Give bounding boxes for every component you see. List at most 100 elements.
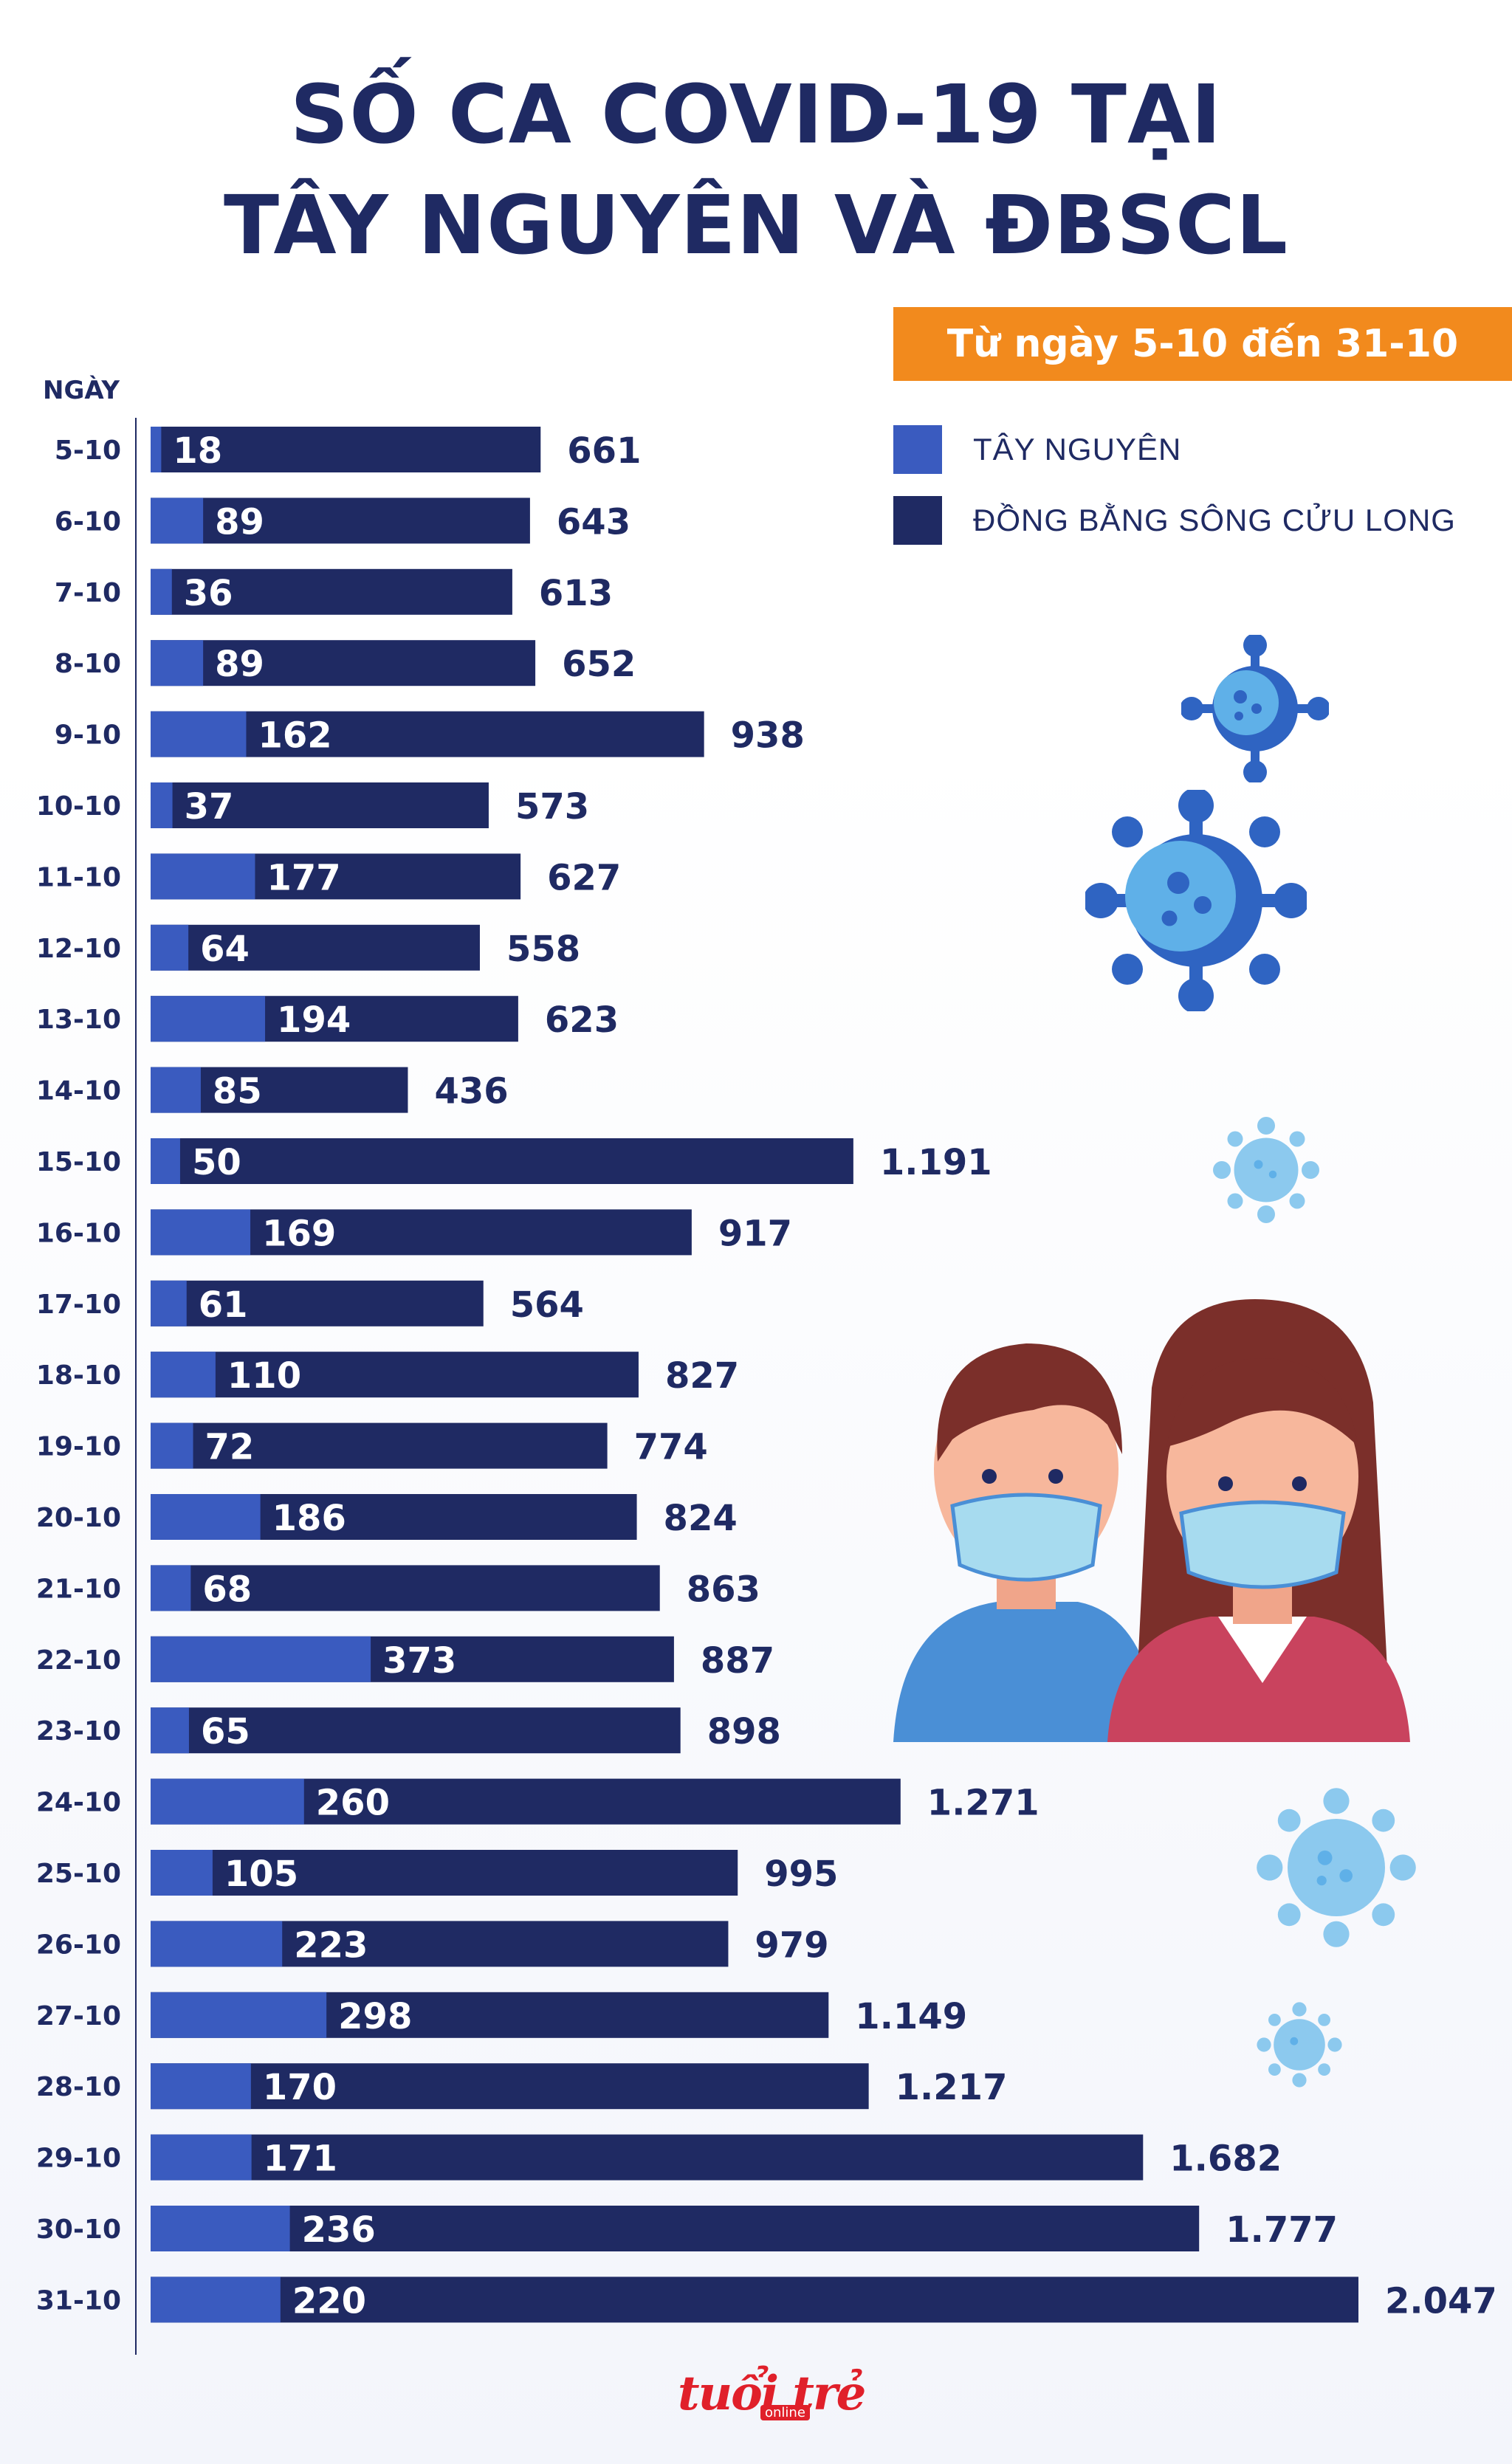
- masked-people-illustration: [893, 1299, 1410, 1742]
- legend-label-dbscl: ĐỒNG BẰNG SÔNG CỬU LONG: [973, 503, 1456, 537]
- data-label-tay-nguyen: 236: [302, 2209, 376, 2251]
- data-label-tay-nguyen: 85: [213, 1071, 262, 1112]
- data-label-dbscl: 652: [562, 644, 636, 685]
- bar-tay-nguyen: [151, 2134, 252, 2181]
- data-label-tay-nguyen: 298: [338, 1996, 412, 2037]
- data-label-tay-nguyen: 50: [192, 1142, 241, 1183]
- category-label: 7-10: [55, 578, 121, 608]
- category-label: 14-10: [36, 1076, 121, 1107]
- category-label: 6-10: [55, 506, 121, 537]
- bar-tay-nguyen: [151, 568, 172, 615]
- bar-dbscl: [151, 2134, 1144, 2181]
- data-label-tay-nguyen: 89: [215, 501, 264, 543]
- bar-tay-nguyen: [151, 1636, 371, 1682]
- data-label-dbscl: 917: [718, 1213, 792, 1254]
- bar-dbscl: [151, 1138, 853, 1184]
- bar-dbscl: [151, 1422, 608, 1469]
- data-label-dbscl: 2.047: [1385, 2280, 1497, 2322]
- category-label: 31-10: [36, 2285, 121, 2316]
- data-label-tay-nguyen: 64: [200, 929, 250, 970]
- category-label: 23-10: [36, 1716, 121, 1747]
- bar-tay-nguyen: [151, 2277, 281, 2323]
- bar-tay-nguyen: [151, 924, 189, 971]
- bar-tay-nguyen: [151, 1138, 180, 1184]
- bar-dbscl: [151, 782, 489, 828]
- data-label-dbscl: 979: [755, 1924, 828, 1966]
- bar-tay-nguyen: [151, 1850, 213, 1896]
- bar-tay-nguyen: [151, 1707, 189, 1754]
- category-label: 15-10: [36, 1147, 121, 1177]
- data-label-tay-nguyen: 110: [227, 1355, 301, 1397]
- bar-tay-nguyen: [151, 1778, 304, 1825]
- data-label-dbscl: 863: [687, 1569, 760, 1610]
- data-label-tay-nguyen: 37: [185, 786, 234, 827]
- bar-tay-nguyen: [151, 1921, 283, 1967]
- data-label-tay-nguyen: 169: [262, 1213, 336, 1254]
- chart-title-line-2: TÂY NGUYÊN VÀ ĐBSCL: [223, 178, 1289, 272]
- bar-dbscl: [151, 640, 536, 686]
- legend-item-tay-nguyen: TÂY NGUYÊN: [893, 425, 1181, 474]
- bar-dbscl: [151, 498, 530, 544]
- data-label-dbscl: 827: [665, 1355, 739, 1397]
- data-label-dbscl: 643: [557, 501, 630, 543]
- data-label-dbscl: 613: [539, 573, 613, 614]
- bar-tay-nguyen: [151, 1422, 193, 1469]
- data-label-dbscl: 774: [634, 1427, 708, 1468]
- data-label-dbscl: 1.682: [1169, 2138, 1282, 2180]
- bar-dbscl: [151, 1707, 681, 1754]
- legend-item-dbscl: ĐỒNG BẰNG SÔNG CỬU LONG: [893, 496, 1456, 545]
- bar-tay-nguyen: [151, 1067, 201, 1113]
- category-label: 22-10: [36, 1645, 121, 1676]
- data-label-tay-nguyen: 18: [173, 430, 222, 472]
- category-label: 5-10: [55, 436, 121, 466]
- data-label-dbscl: 898: [707, 1711, 781, 1752]
- bar-dbscl: [151, 568, 512, 615]
- data-label-tay-nguyen: 171: [264, 2138, 337, 2180]
- bar-tay-nguyen: [151, 2206, 290, 2251]
- data-label-tay-nguyen: 105: [224, 1854, 298, 1895]
- category-label: 17-10: [36, 1290, 121, 1320]
- data-label-tay-nguyen: 61: [199, 1284, 248, 1326]
- data-label-tay-nguyen: 186: [272, 1498, 346, 1539]
- bar-tay-nguyen: [151, 711, 247, 757]
- category-label: 20-10: [36, 1503, 121, 1533]
- legend-swatch-dbscl: [893, 496, 942, 545]
- category-label: 25-10: [36, 1859, 121, 1889]
- category-label: 10-10: [36, 791, 121, 822]
- data-label-dbscl: 1.777: [1226, 2209, 1338, 2251]
- bar-dbscl: [151, 1280, 484, 1326]
- category-label: 13-10: [36, 1005, 121, 1035]
- data-label-tay-nguyen: 223: [294, 1924, 368, 1966]
- data-label-dbscl: 558: [506, 929, 580, 970]
- category-label: 26-10: [36, 1930, 121, 1960]
- data-label-dbscl: 995: [764, 1854, 838, 1895]
- data-label-tay-nguyen: 170: [263, 2067, 337, 2108]
- bar-tay-nguyen: [151, 1992, 327, 2038]
- data-label-dbscl: 887: [701, 1640, 774, 1682]
- bar-tay-nguyen: [151, 1280, 187, 1326]
- bar-tay-nguyen: [151, 498, 204, 544]
- category-label: 30-10: [36, 2214, 121, 2245]
- virus-icon: [1213, 1117, 1319, 1223]
- bar-dbscl: [151, 924, 480, 971]
- data-label-dbscl: 623: [545, 999, 619, 1041]
- data-label-dbscl: 938: [731, 715, 805, 757]
- bar-tay-nguyen: [151, 1209, 251, 1256]
- category-label: 11-10: [36, 862, 121, 892]
- data-label-tay-nguyen: 36: [184, 573, 233, 614]
- y-axis-label: NGÀY: [43, 375, 120, 405]
- category-label: 21-10: [36, 1574, 121, 1604]
- bar-tay-nguyen: [151, 782, 173, 828]
- data-label-dbscl: 436: [434, 1071, 508, 1112]
- category-label: 29-10: [36, 2144, 121, 2174]
- data-label-tay-nguyen: 72: [205, 1427, 255, 1468]
- bar-tay-nguyen: [151, 640, 204, 686]
- bar-tay-nguyen: [151, 1565, 191, 1611]
- category-label: 19-10: [36, 1432, 121, 1462]
- legend-swatch-tay-nguyen: [893, 425, 942, 474]
- virus-icon: [1085, 790, 1307, 1011]
- data-label-dbscl: 661: [567, 430, 641, 472]
- data-label-tay-nguyen: 68: [202, 1569, 252, 1610]
- data-label-tay-nguyen: 194: [277, 999, 351, 1041]
